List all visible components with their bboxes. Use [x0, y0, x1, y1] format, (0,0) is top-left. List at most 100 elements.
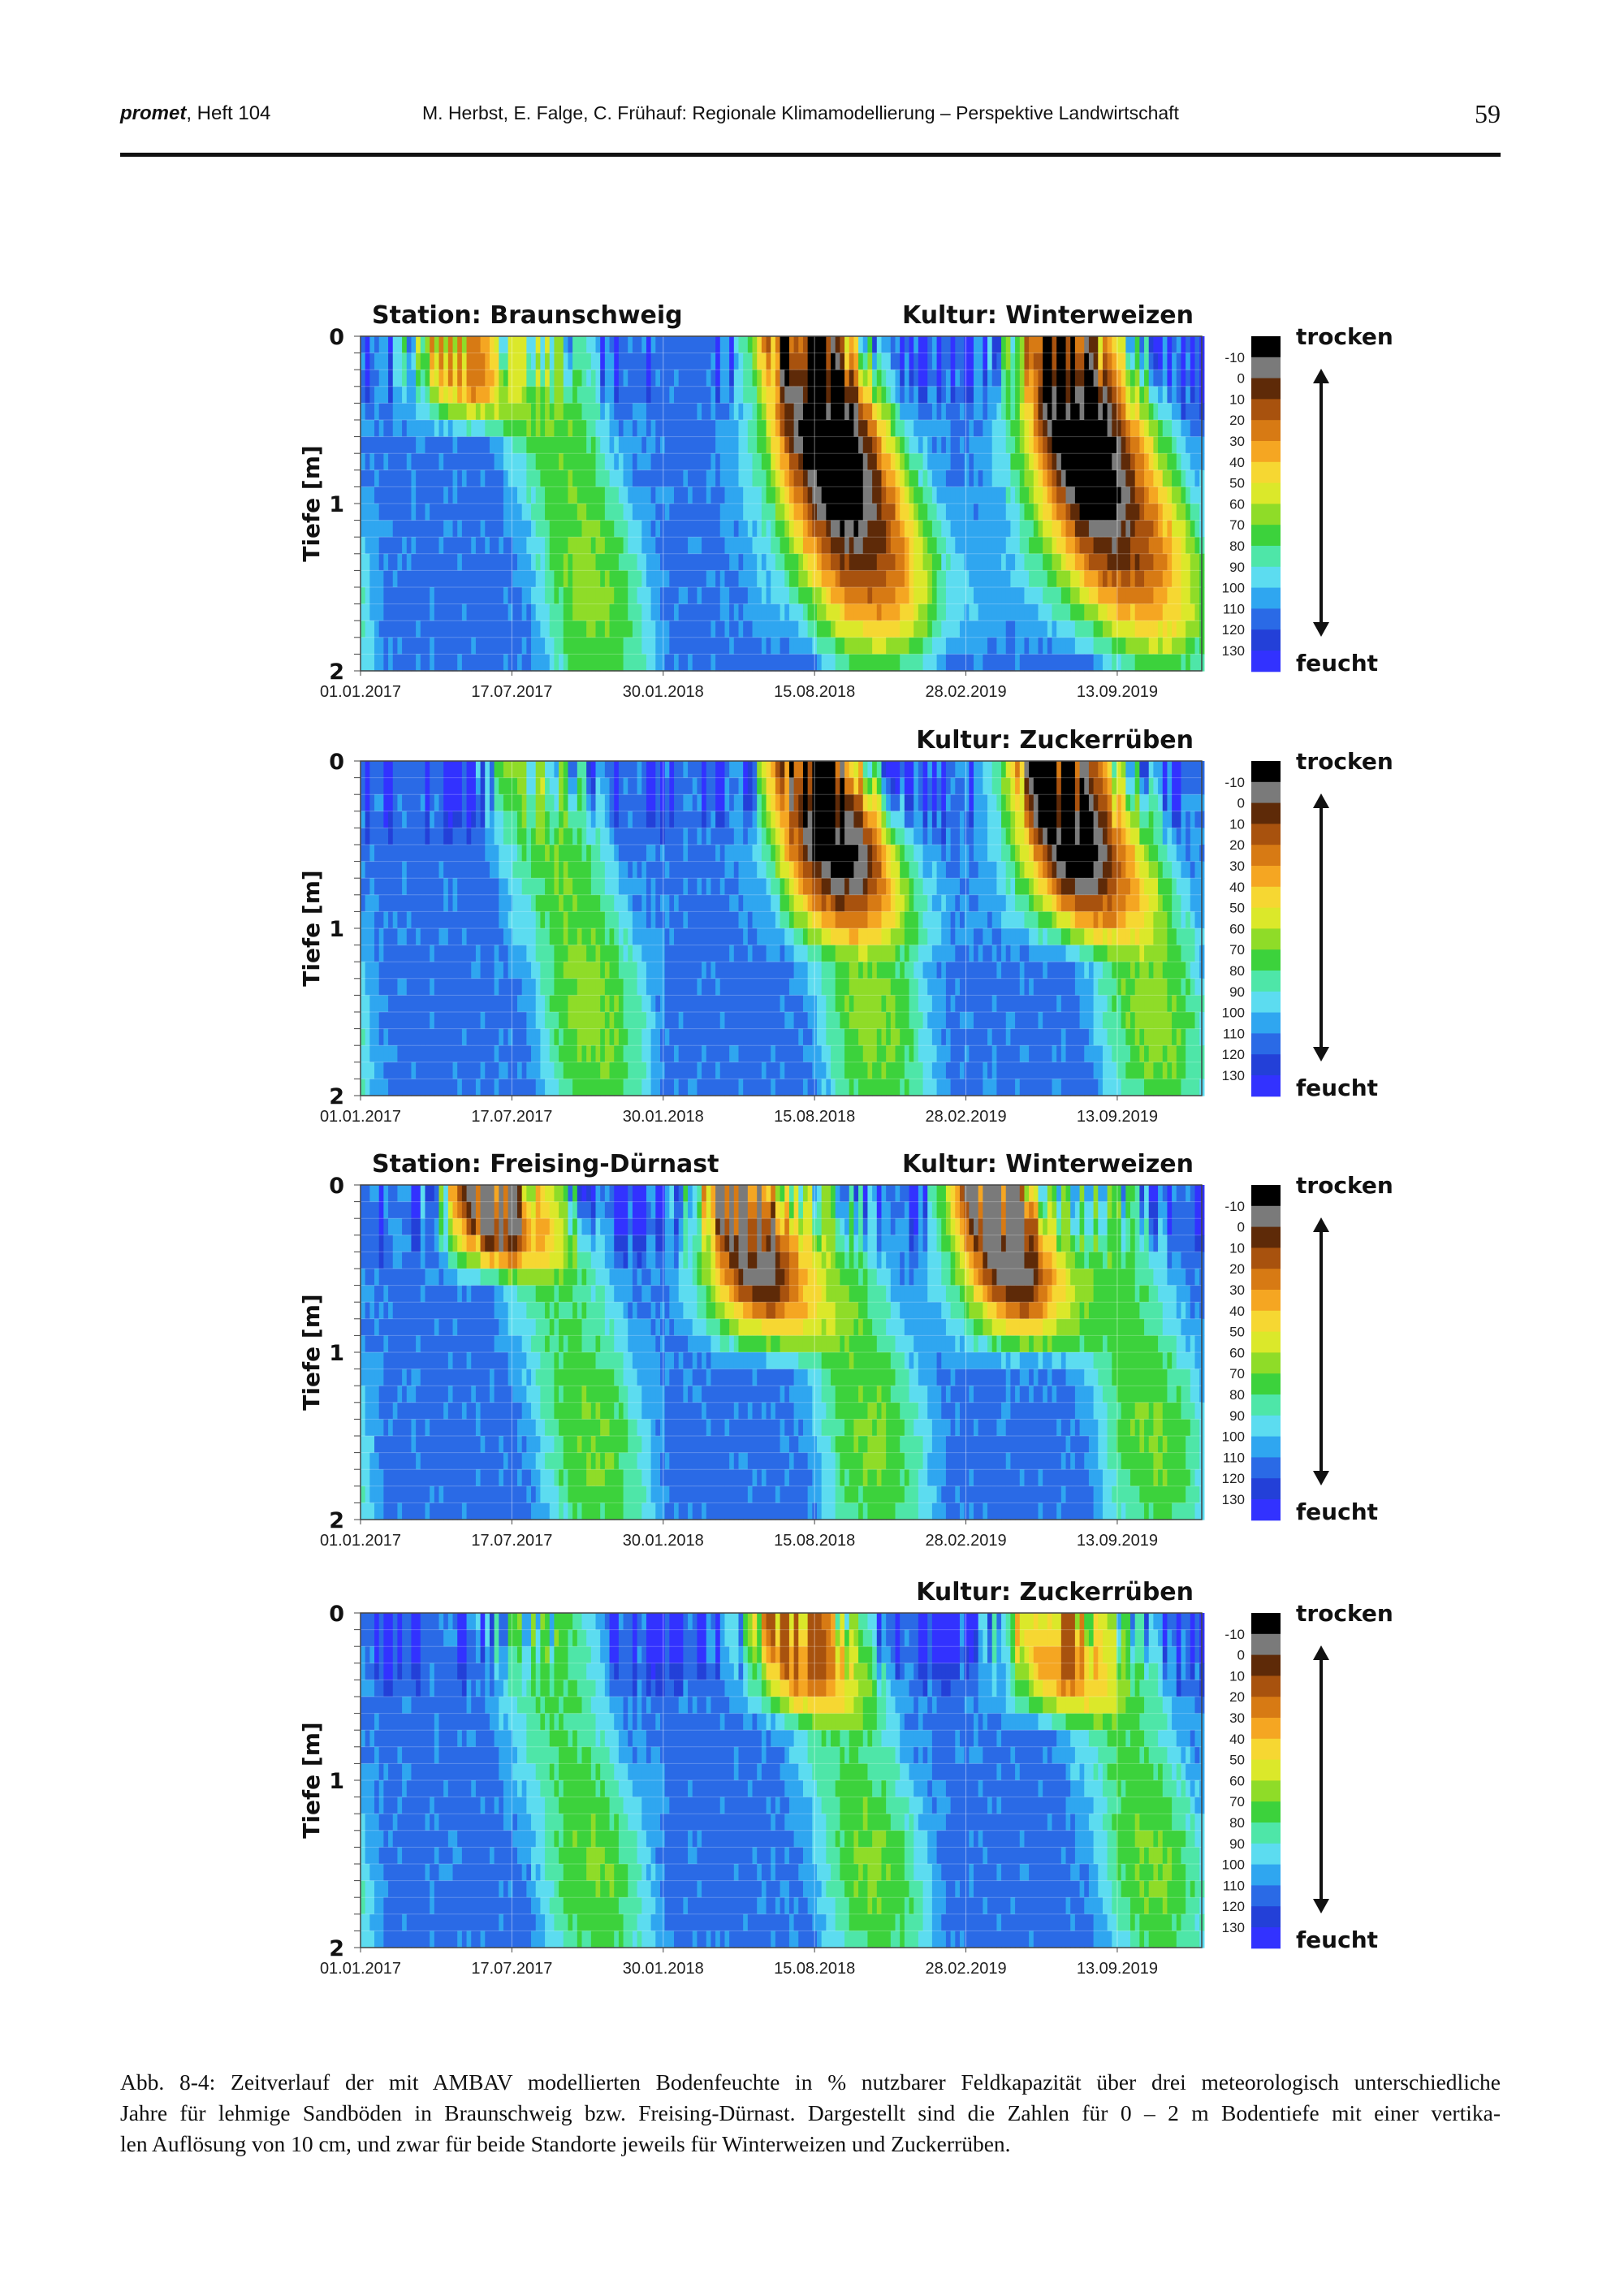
heatmap-cell — [1190, 828, 1196, 845]
heatmap-cell — [392, 603, 399, 621]
heatmap-cell — [499, 352, 504, 370]
heatmap-cell — [738, 828, 744, 845]
heatmap-cell — [664, 352, 670, 370]
heatmap-cell — [1005, 537, 1012, 555]
heatmap-cell — [1038, 777, 1043, 795]
heatmap-cell — [1010, 370, 1016, 387]
heatmap-cell — [461, 386, 468, 404]
heatmap-cell — [1043, 845, 1048, 863]
heatmap-cell — [425, 553, 430, 571]
heatmap-cell — [733, 336, 740, 354]
heatmap-cell — [1125, 469, 1131, 487]
heatmap-cell — [457, 352, 463, 370]
heatmap-cell — [710, 761, 716, 779]
heatmap-cell — [1093, 777, 1099, 795]
heatmap-cell — [392, 436, 399, 454]
heatmap-cell — [747, 553, 754, 571]
heatmap-cell — [378, 520, 384, 538]
heatmap-cell — [702, 403, 707, 421]
heatmap-cell — [1181, 520, 1186, 538]
heatmap-cell — [678, 469, 684, 487]
heatmap-cell — [471, 553, 477, 571]
heatmap-cell — [466, 520, 472, 538]
heatmap-cell — [849, 828, 855, 845]
heatmap-cell — [1088, 828, 1095, 845]
heatmap-cell — [655, 811, 661, 828]
heatmap-cell — [581, 777, 587, 795]
heatmap-cell — [904, 453, 910, 471]
heatmap-cell — [812, 845, 818, 863]
heatmap-cell — [526, 637, 532, 655]
heatmap-cell — [1005, 370, 1012, 387]
heatmap-cell — [812, 637, 818, 655]
heatmap-cell — [1144, 352, 1150, 370]
heatmap-cell — [494, 777, 499, 795]
heatmap-cell — [669, 504, 675, 521]
heatmap-cell — [793, 654, 799, 672]
heatmap-cell — [1116, 620, 1122, 638]
heatmap-cell — [494, 403, 499, 421]
heatmap-cell — [503, 603, 509, 621]
heatmap-cell — [1153, 777, 1159, 795]
heatmap-cell — [1162, 620, 1168, 638]
heatmap-cell — [909, 403, 914, 421]
heatmap-cell — [480, 828, 486, 845]
heatmap-cell — [1130, 336, 1136, 354]
heatmap-cell — [959, 336, 965, 354]
heatmap-cell — [996, 370, 1002, 387]
heatmap-cell — [369, 504, 375, 521]
heatmap-cell — [1079, 504, 1085, 521]
heatmap-cell — [1056, 403, 1062, 421]
heatmap-cell — [365, 777, 370, 795]
heatmap-cell — [706, 386, 712, 404]
heatmap-cell — [471, 403, 477, 421]
heatmap-cell — [392, 620, 399, 638]
heatmap-cell — [702, 537, 707, 555]
heatmap-cell — [378, 504, 384, 521]
heatmap-cell — [609, 520, 615, 538]
heatmap-cell — [1024, 794, 1030, 812]
heatmap-cell — [572, 486, 578, 504]
heatmap-cell — [1144, 603, 1150, 621]
heatmap-cell — [595, 570, 601, 588]
heatmap-cell — [503, 811, 509, 828]
heatmap-cell — [374, 486, 380, 504]
heatmap-cell — [697, 794, 702, 812]
heatmap-cell — [646, 570, 652, 588]
heatmap-cell — [503, 386, 509, 404]
heatmap-cell — [1121, 553, 1126, 571]
heatmap-cell — [637, 845, 642, 863]
heatmap-cell — [996, 520, 1002, 538]
heatmap-cell — [669, 352, 675, 370]
heatmap-cell — [512, 403, 518, 421]
heatmap-cell — [840, 654, 845, 672]
heatmap-cell — [650, 761, 656, 779]
heatmap-cell — [983, 469, 988, 487]
heatmap-cell — [632, 570, 638, 588]
heatmap-cell — [886, 553, 892, 571]
heatmap-cell — [950, 386, 956, 404]
heatmap-cell — [955, 845, 961, 863]
heatmap-cell — [664, 553, 670, 571]
heatmap-cell — [489, 587, 495, 605]
heatmap-cell — [397, 570, 403, 588]
heatmap-cell — [674, 654, 680, 672]
heatmap-cell — [1172, 469, 1177, 487]
heatmap-cell — [738, 553, 744, 571]
heatmap-cell — [1052, 603, 1057, 621]
heatmap-cell — [531, 637, 537, 655]
heatmap-cell — [1060, 603, 1067, 621]
heatmap-cell — [1079, 370, 1085, 387]
heatmap-cell — [577, 794, 583, 812]
heatmap-cell — [508, 570, 513, 588]
heatmap-cell — [475, 587, 482, 605]
heatmap-cell — [600, 845, 606, 863]
heatmap-cell — [895, 845, 901, 863]
heatmap-cell — [821, 370, 827, 387]
heatmap-cell — [807, 620, 813, 638]
heatmap-cell — [563, 603, 569, 621]
heatmap-cell — [688, 587, 693, 605]
heatmap-cell — [890, 436, 896, 454]
heatmap-cell — [941, 587, 947, 605]
heatmap-cell — [581, 620, 587, 638]
